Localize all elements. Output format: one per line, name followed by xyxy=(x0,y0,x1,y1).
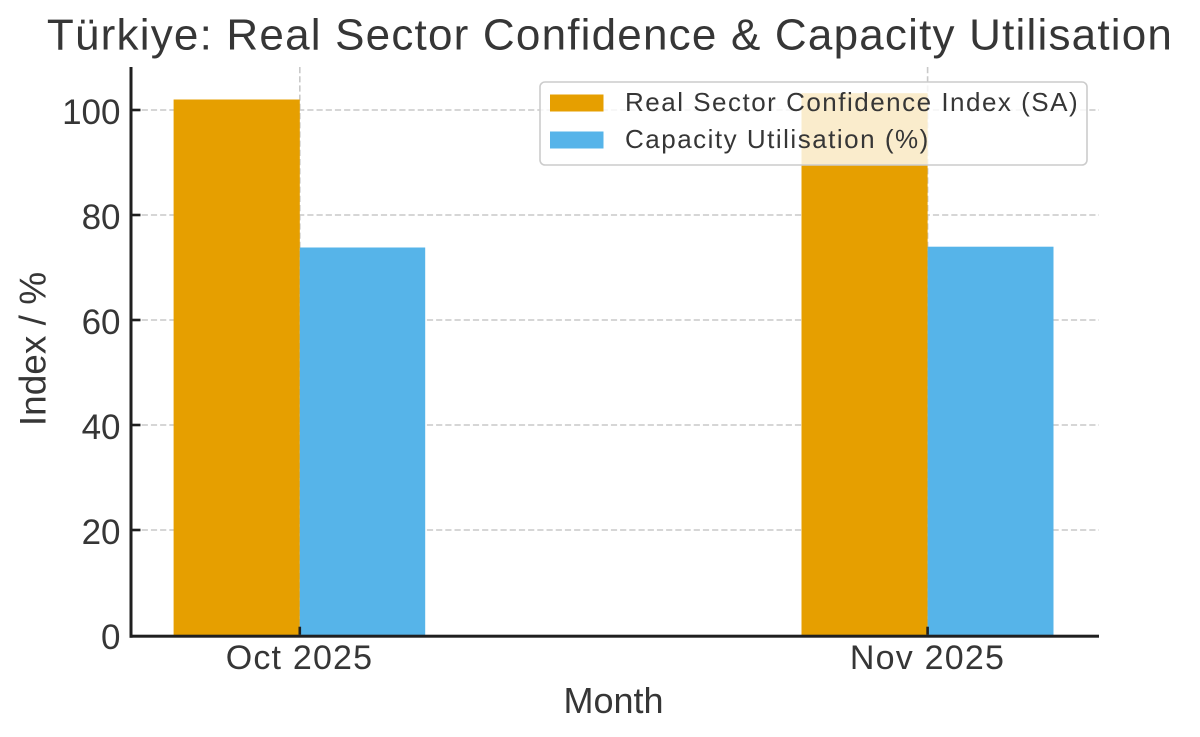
svg-text:40: 40 xyxy=(82,408,121,447)
svg-text:100: 100 xyxy=(62,93,120,132)
svg-text:0: 0 xyxy=(101,618,120,657)
svg-text:Capacity Utilisation (%): Capacity Utilisation (%) xyxy=(625,124,930,154)
svg-text:Real Sector Confidence Index (: Real Sector Confidence Index (SA) xyxy=(625,87,1079,117)
svg-text:Nov 2025: Nov 2025 xyxy=(850,639,1005,677)
svg-text:20: 20 xyxy=(82,513,121,552)
svg-text:60: 60 xyxy=(82,303,121,342)
svg-text:Türkiye: Real Sector Confidenc: Türkiye: Real Sector Confidence & Capaci… xyxy=(47,11,1173,60)
svg-text:Month: Month xyxy=(563,680,663,721)
svg-text:Oct 2025: Oct 2025 xyxy=(226,639,374,677)
svg-text:Index / %: Index / % xyxy=(13,272,54,426)
svg-text:80: 80 xyxy=(82,198,121,237)
